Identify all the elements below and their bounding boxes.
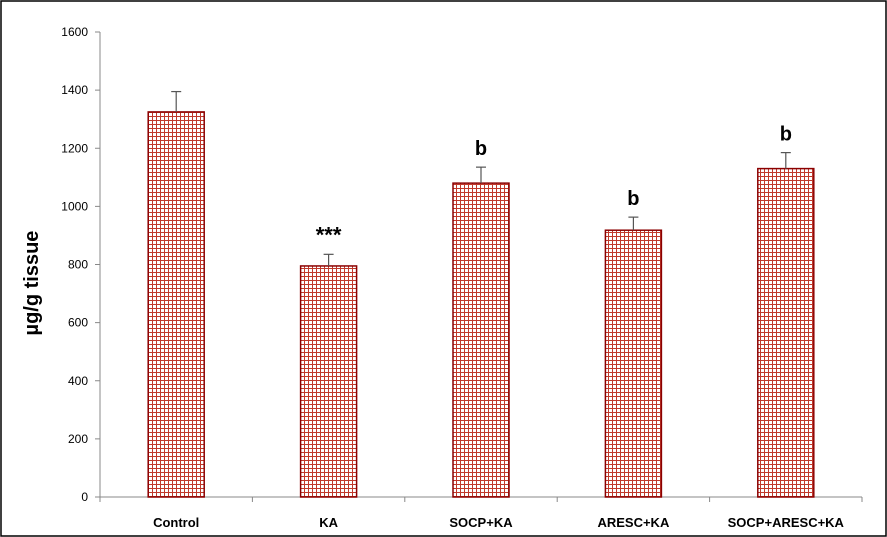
x-tick-label: Control (153, 515, 199, 530)
y-tick-label: 1200 (61, 141, 88, 155)
bar (604, 229, 663, 498)
x-tick-label: KA (319, 515, 338, 530)
y-tick-label: 400 (68, 374, 88, 388)
bar (452, 182, 510, 498)
y-axis-label: µg/g tissue (21, 231, 43, 336)
bar (299, 265, 358, 498)
y-tick-label: 1400 (61, 83, 88, 97)
bar (147, 111, 205, 498)
y-tick-label: 1600 (61, 25, 88, 39)
significance-label: b (475, 138, 487, 160)
significance-label: *** (316, 222, 342, 247)
x-tick-label: SOCP+KA (449, 515, 513, 530)
x-tick-label: ARESC+KA (597, 515, 669, 530)
axes: 0 200 400 600 800 1000 1200 1400 1600 Control KA SO… (61, 25, 863, 530)
y-tick-label: 200 (68, 432, 88, 446)
significance-label: b (780, 124, 792, 146)
y-tick-label: 1000 (61, 199, 88, 213)
x-tick-label: SOCP+ARESC+KA (728, 515, 845, 530)
bars: *** b b b (147, 90, 815, 498)
bar (757, 167, 815, 498)
y-tick-label: 600 (68, 316, 88, 330)
significance-label: b (627, 188, 639, 210)
y-tick-label: 800 (68, 258, 88, 272)
y-tick-label: 0 (81, 490, 88, 504)
